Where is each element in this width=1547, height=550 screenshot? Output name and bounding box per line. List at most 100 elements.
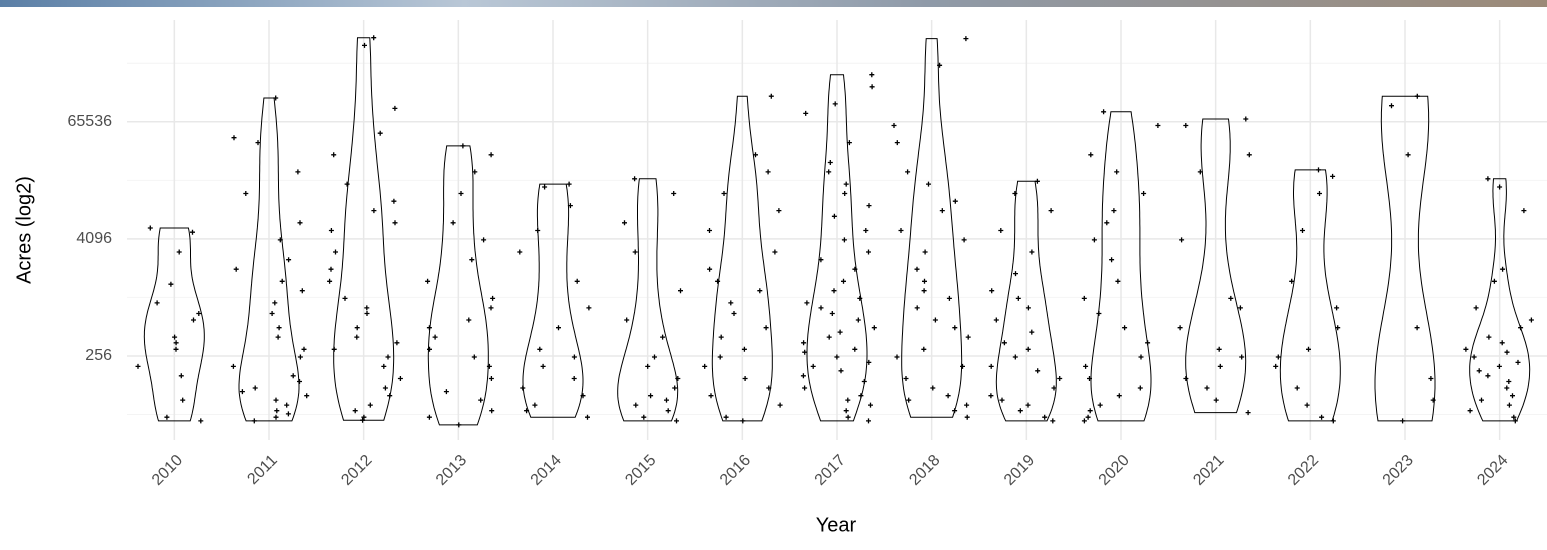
point bbox=[1273, 364, 1278, 369]
point bbox=[556, 325, 561, 330]
point bbox=[1115, 279, 1120, 284]
point bbox=[353, 408, 358, 413]
point bbox=[960, 364, 965, 369]
x-tick-label: 2011 bbox=[244, 452, 280, 488]
x-tick-label: 2012 bbox=[338, 452, 375, 489]
point bbox=[180, 398, 185, 403]
point bbox=[863, 228, 868, 233]
point bbox=[256, 140, 261, 145]
point bbox=[1083, 364, 1088, 369]
point bbox=[364, 305, 369, 310]
point bbox=[393, 220, 398, 225]
point bbox=[868, 403, 873, 408]
point bbox=[155, 300, 160, 305]
point bbox=[542, 185, 547, 190]
point bbox=[707, 267, 712, 272]
point bbox=[243, 191, 248, 196]
point bbox=[923, 250, 928, 255]
point bbox=[1145, 340, 1150, 345]
point bbox=[586, 305, 591, 310]
point bbox=[1317, 191, 1322, 196]
x-tick-label: 2023 bbox=[1380, 452, 1417, 489]
point bbox=[964, 403, 969, 408]
point bbox=[989, 364, 994, 369]
point bbox=[427, 325, 432, 330]
point bbox=[866, 418, 871, 423]
point bbox=[801, 340, 806, 345]
point bbox=[845, 398, 850, 403]
point bbox=[852, 347, 857, 352]
point bbox=[952, 408, 957, 413]
point bbox=[535, 228, 540, 233]
point bbox=[940, 208, 945, 213]
point bbox=[846, 415, 851, 420]
point bbox=[828, 160, 833, 165]
point bbox=[1474, 305, 1479, 310]
point bbox=[451, 220, 456, 225]
point bbox=[231, 364, 236, 369]
point bbox=[1013, 271, 1018, 276]
point bbox=[965, 415, 970, 420]
point bbox=[333, 250, 338, 255]
point bbox=[998, 228, 1003, 233]
point bbox=[1319, 415, 1324, 420]
x-tick-label: 2018 bbox=[906, 452, 943, 489]
point bbox=[803, 111, 808, 116]
point bbox=[1468, 408, 1473, 413]
point bbox=[1477, 368, 1482, 373]
point bbox=[343, 296, 348, 301]
point bbox=[284, 403, 289, 408]
point bbox=[345, 182, 350, 187]
point bbox=[368, 403, 373, 408]
point bbox=[915, 267, 920, 272]
point bbox=[148, 226, 153, 231]
x-tick-label: 2024 bbox=[1474, 452, 1511, 489]
point bbox=[456, 422, 461, 427]
point bbox=[532, 403, 537, 408]
point bbox=[801, 373, 806, 378]
point bbox=[274, 408, 279, 413]
point bbox=[1415, 325, 1420, 330]
point bbox=[671, 191, 676, 196]
point bbox=[899, 228, 904, 233]
point bbox=[715, 279, 720, 284]
point bbox=[648, 393, 653, 398]
point bbox=[177, 250, 182, 255]
point bbox=[1428, 376, 1433, 381]
point bbox=[926, 182, 931, 187]
point bbox=[740, 418, 745, 423]
point bbox=[387, 393, 392, 398]
x-tick-label: 2020 bbox=[1096, 452, 1133, 489]
point bbox=[1096, 311, 1101, 316]
point bbox=[1218, 364, 1223, 369]
point bbox=[331, 152, 336, 157]
point bbox=[844, 408, 849, 413]
point bbox=[1155, 123, 1160, 128]
point bbox=[371, 208, 376, 213]
point bbox=[1035, 368, 1040, 373]
point bbox=[1183, 123, 1188, 128]
point bbox=[164, 415, 169, 420]
point bbox=[802, 386, 807, 391]
point bbox=[567, 182, 572, 187]
x-tick-label: 2014 bbox=[528, 452, 565, 489]
point bbox=[362, 43, 367, 48]
point bbox=[1141, 191, 1146, 196]
point bbox=[427, 415, 432, 420]
point bbox=[832, 214, 837, 219]
point bbox=[252, 418, 257, 423]
point bbox=[867, 203, 872, 208]
point bbox=[624, 318, 629, 323]
point bbox=[444, 389, 449, 394]
point bbox=[844, 182, 849, 187]
point bbox=[280, 279, 285, 284]
point bbox=[1500, 340, 1505, 345]
point bbox=[365, 311, 370, 316]
point bbox=[811, 364, 816, 369]
point bbox=[459, 191, 464, 196]
point bbox=[842, 191, 847, 196]
point bbox=[272, 300, 277, 305]
point bbox=[922, 279, 927, 284]
point bbox=[291, 373, 296, 378]
point bbox=[764, 325, 769, 330]
